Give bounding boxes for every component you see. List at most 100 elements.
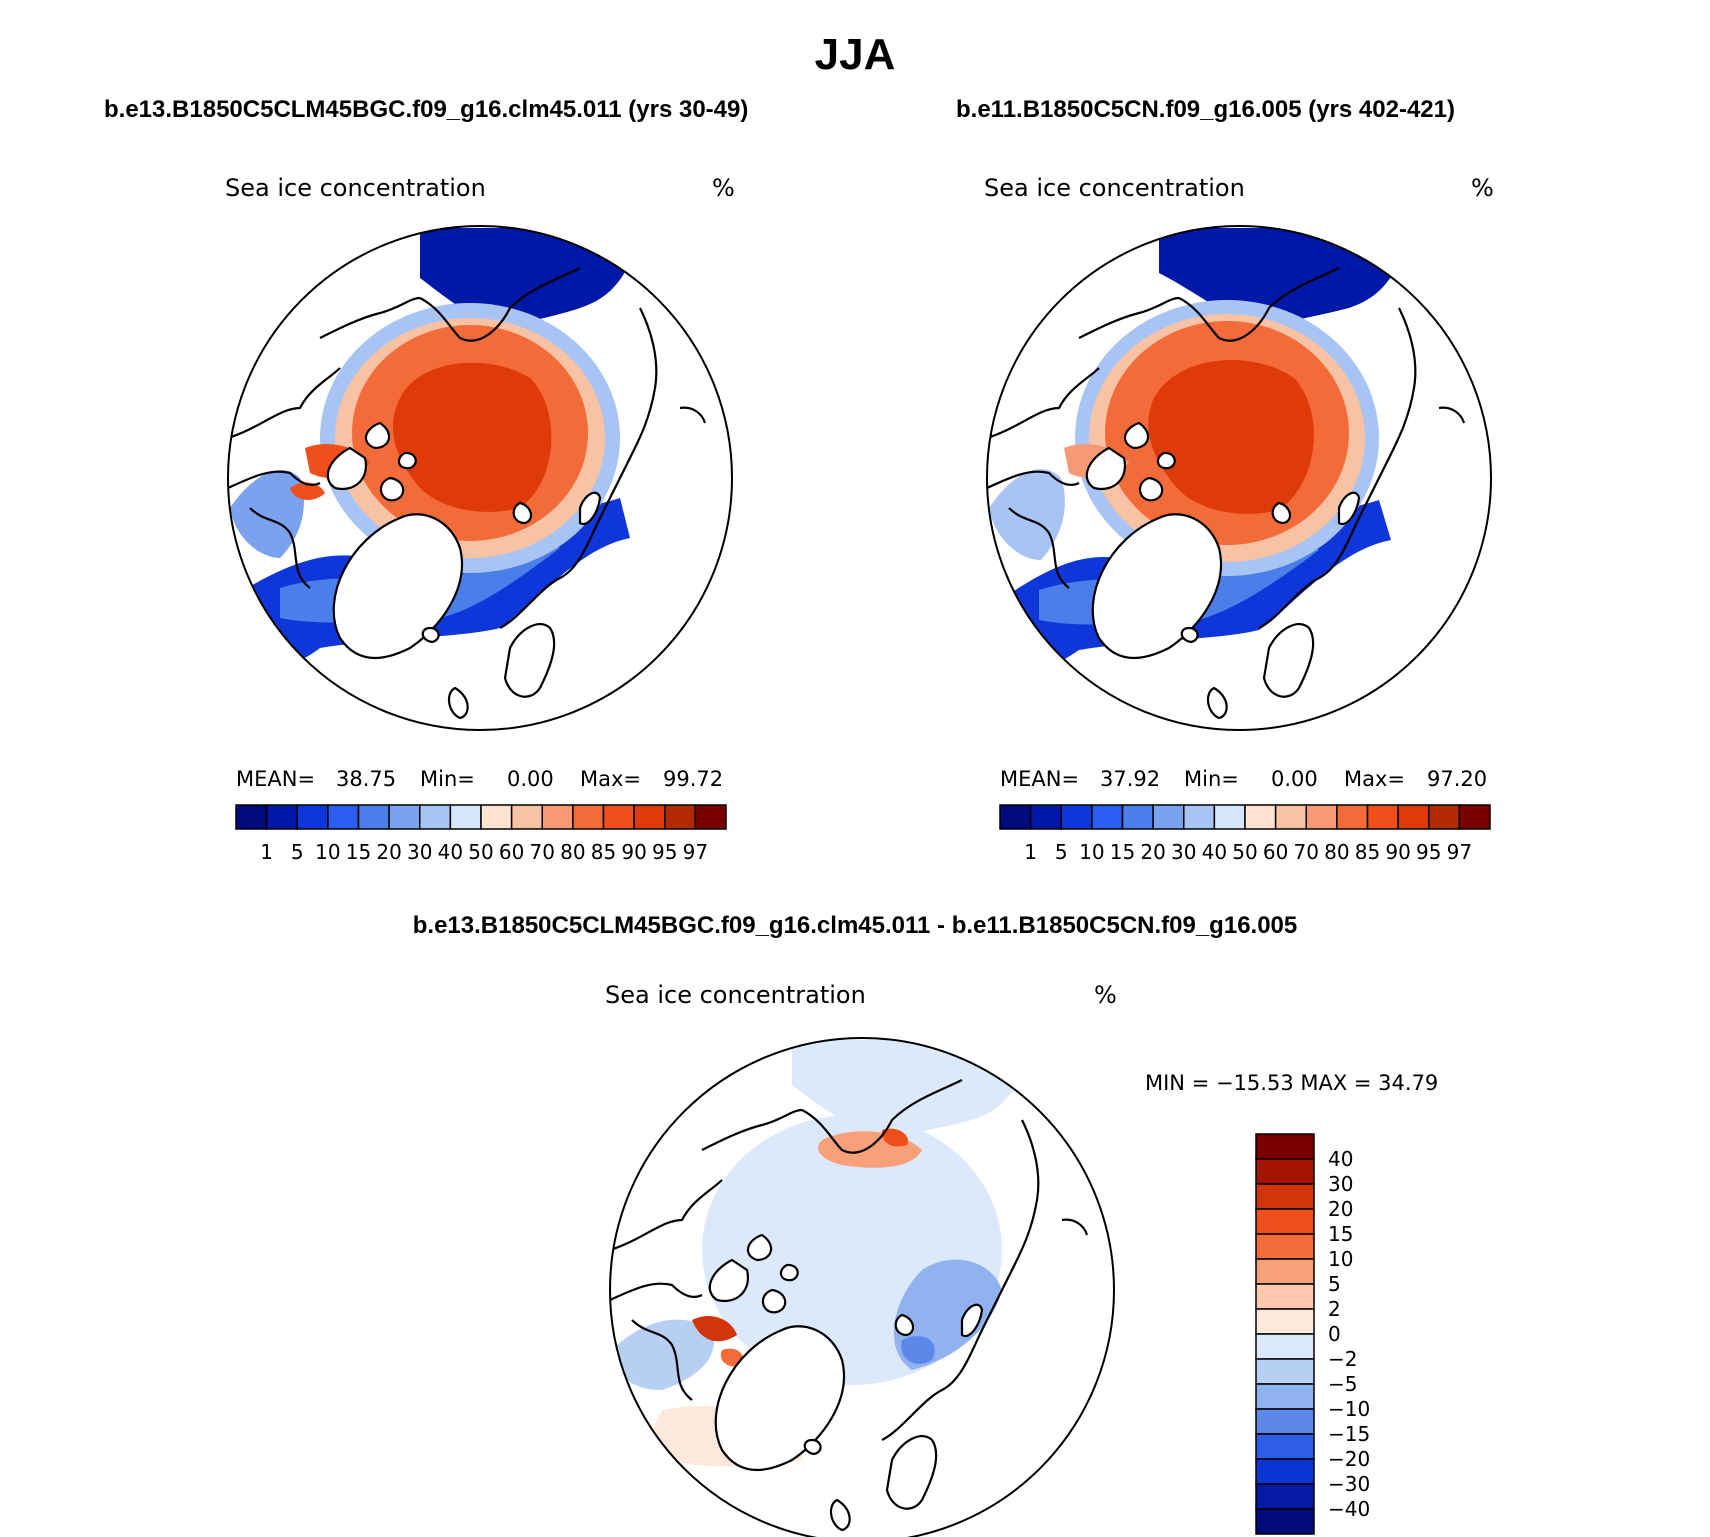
- colorbar-tick-label: 15: [1328, 1222, 1353, 1246]
- colorbar-box: [1029, 804, 1062, 830]
- colorbar-box: [296, 804, 329, 830]
- svg-text:MEAN=: MEAN=: [1000, 767, 1079, 791]
- colorbar-tick-label: 90: [621, 840, 646, 864]
- colorbar-box: [1255, 1133, 1315, 1160]
- colorbar-tick-label: 2: [1328, 1297, 1341, 1321]
- colorbar-tick-label: 50: [1232, 840, 1257, 864]
- panel-1-units: %: [712, 174, 735, 202]
- panel-2-units: %: [1471, 174, 1494, 202]
- colorbar-tick-label: 10: [1328, 1247, 1353, 1271]
- colorbar-tick-label: 70: [530, 840, 555, 864]
- svg-text:37.92: 37.92: [1100, 767, 1160, 791]
- colorbar-box: [1255, 1183, 1315, 1210]
- svg-text:Min=: Min=: [1184, 767, 1239, 791]
- colorbar-tick-label: −10: [1328, 1397, 1370, 1421]
- colorbar-tick-label: −30: [1328, 1472, 1370, 1496]
- colorbar-box: [1183, 804, 1216, 830]
- colorbar-box: [1255, 1283, 1315, 1310]
- panel-3-variable: Sea ice concentration: [605, 981, 866, 1009]
- colorbar-tick-label: 40: [438, 840, 463, 864]
- colorbar-box: [1255, 1258, 1315, 1285]
- colorbar-box: [541, 804, 574, 830]
- colorbar-tick-label: 1: [1024, 840, 1037, 864]
- colorbar-box: [419, 804, 452, 830]
- colorbar-tick-label: 60: [499, 840, 524, 864]
- colorbar-tick-label: 90: [1385, 840, 1410, 864]
- colorbar-tick-label: 10: [315, 840, 340, 864]
- panel-2-map: [986, 225, 1492, 731]
- colorbar-tick-label: 40: [1202, 840, 1227, 864]
- svg-text:0.00: 0.00: [507, 767, 554, 791]
- colorbar-box: [1255, 1383, 1315, 1410]
- colorbar-box: [602, 804, 635, 830]
- svg-text:MEAN=: MEAN=: [236, 767, 315, 791]
- colorbar-tick-label: 10: [1079, 840, 1104, 864]
- colorbar-box: [1336, 804, 1369, 830]
- colorbar-tick-label: 15: [346, 840, 371, 864]
- panel-2-variable: Sea ice concentration: [984, 174, 1245, 202]
- colorbar-box: [449, 804, 482, 830]
- colorbar-tick-label: −40: [1328, 1497, 1370, 1521]
- colorbar-tick-label: −15: [1328, 1422, 1370, 1446]
- colorbar-box: [1152, 804, 1185, 830]
- colorbar-tick-label: 40: [1328, 1147, 1353, 1171]
- colorbar-box: [572, 804, 605, 830]
- colorbar-box: [265, 804, 298, 830]
- colorbar-box: [1274, 804, 1307, 830]
- colorbar-tick-label: 30: [407, 840, 432, 864]
- panel-2-case-title: b.e11.B1850C5CN.f09_g16.005 (yrs 402-421…: [956, 96, 1455, 123]
- colorbar-tick-label: 60: [1263, 840, 1288, 864]
- colorbar-box: [999, 804, 1032, 830]
- colorbar-tick-label: 97: [1447, 840, 1472, 864]
- colorbar-box: [1244, 804, 1277, 830]
- colorbar-box: [1121, 804, 1154, 830]
- colorbar-box: [235, 804, 268, 830]
- svg-text:Max=: Max=: [580, 767, 641, 791]
- difference-title: b.e13.B1850C5CLM45BGC.f09_g16.clm45.011 …: [412, 912, 1298, 939]
- colorbar-box: [1255, 1208, 1315, 1235]
- svg-text:Max=: Max=: [1344, 767, 1405, 791]
- colorbar-box: [510, 804, 543, 830]
- colorbar-tick-label: 5: [291, 840, 304, 864]
- colorbar-tick-label: 50: [468, 840, 493, 864]
- colorbar-box: [388, 804, 421, 830]
- svg-text:0.00: 0.00: [1271, 767, 1318, 791]
- panel-3-map: [609, 1037, 1115, 1537]
- colorbar-box: [1255, 1508, 1315, 1535]
- colorbar-tick-label: 20: [376, 840, 401, 864]
- panel-1-variable: Sea ice concentration: [225, 174, 486, 202]
- svg-text:99.72: 99.72: [663, 767, 723, 791]
- figure-title: JJA: [814, 30, 896, 79]
- colorbar-box: [1305, 804, 1338, 830]
- colorbar-box: [1397, 804, 1430, 830]
- colorbar-tick-label: 85: [1355, 840, 1380, 864]
- panel-2-colorbar: 1 5 10 15 20 30 40 50 60 70 80 85 90 95 97: [999, 804, 1491, 864]
- colorbar-box: [1458, 804, 1491, 830]
- colorbar-box: [694, 804, 727, 830]
- colorbar-box: [1255, 1433, 1315, 1460]
- colorbar-box: [1428, 804, 1461, 830]
- colorbar-box: [327, 804, 360, 830]
- colorbar-tick-label: 5: [1328, 1272, 1341, 1296]
- colorbar-box: [1255, 1458, 1315, 1485]
- colorbar-box: [1060, 804, 1093, 830]
- panel-2-stats: MEAN= 37.92 Min= 0.00 Max= 97.20: [1000, 767, 1487, 791]
- colorbar-box: [1255, 1358, 1315, 1385]
- panel-1-case-title: b.e13.B1850C5CLM45BGC.f09_g16.clm45.011 …: [104, 96, 749, 123]
- colorbar-box: [664, 804, 697, 830]
- colorbar-box: [1255, 1233, 1315, 1260]
- colorbar-box: [357, 804, 390, 830]
- colorbar-tick-label: 15: [1110, 840, 1135, 864]
- colorbar-box: [1366, 804, 1399, 830]
- colorbar-box: [1255, 1408, 1315, 1435]
- colorbar-tick-label: 20: [1328, 1197, 1353, 1221]
- svg-text:38.75: 38.75: [336, 767, 396, 791]
- colorbar-tick-label: 20: [1140, 840, 1165, 864]
- colorbar-box: [633, 804, 666, 830]
- colorbar-tick-label: 95: [1416, 840, 1441, 864]
- colorbar-tick-label: −5: [1328, 1372, 1357, 1396]
- colorbar-tick-label: 97: [683, 840, 708, 864]
- colorbar-box: [1255, 1333, 1315, 1360]
